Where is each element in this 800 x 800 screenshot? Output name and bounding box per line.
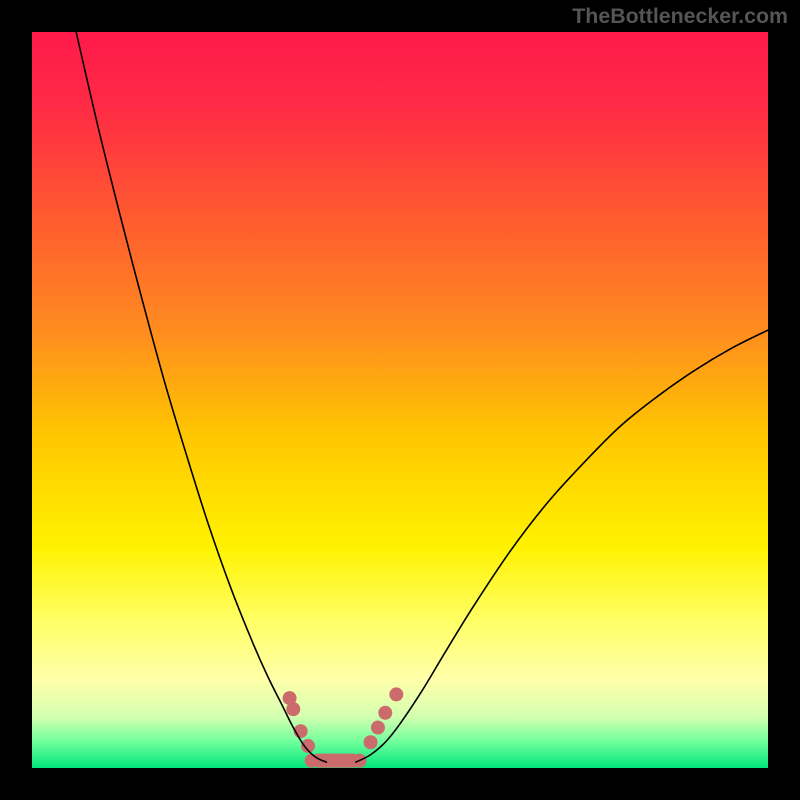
bottom-marker-bar bbox=[312, 754, 360, 768]
marker-right-1 bbox=[371, 721, 385, 735]
bottom-marker-left-cap bbox=[305, 754, 319, 768]
plot-area bbox=[32, 32, 768, 768]
marker-left-1 bbox=[286, 702, 300, 716]
marker-right-3 bbox=[389, 687, 403, 701]
marker-right-2 bbox=[378, 706, 392, 720]
curve-svg bbox=[32, 32, 768, 768]
curve-left-branch bbox=[76, 32, 326, 762]
marker-right-0 bbox=[364, 735, 378, 749]
curve-right-branch bbox=[356, 330, 768, 762]
chart-stage: TheBottlenecker.com bbox=[0, 0, 800, 800]
watermark-label: TheBottlenecker.com bbox=[572, 4, 788, 29]
